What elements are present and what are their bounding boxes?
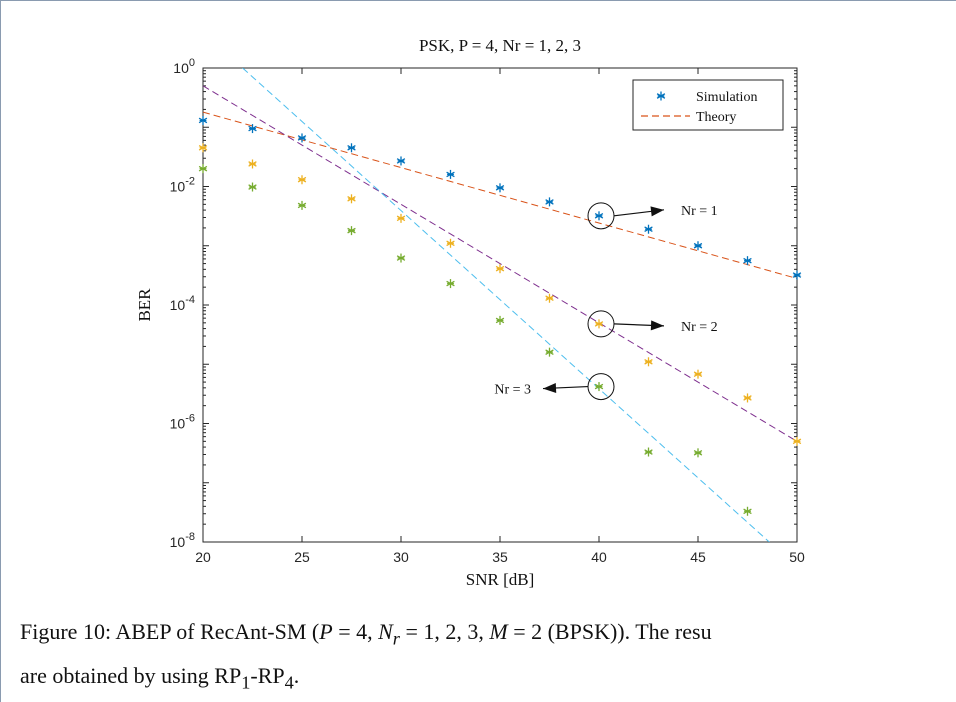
y-tick-base: 10 xyxy=(170,179,186,195)
sim-point-series-1 xyxy=(693,241,703,251)
y-tick-exponent: -4 xyxy=(185,294,195,306)
x-tick-label: 30 xyxy=(393,549,409,565)
sim-point-series-2 xyxy=(198,143,208,153)
sim-point-series-3 xyxy=(693,448,703,458)
sim-point-series-1 xyxy=(396,156,406,166)
sim-point-series-3 xyxy=(644,447,653,457)
sim-point-series-2 xyxy=(396,213,406,223)
sim-point-series-3 xyxy=(594,382,604,392)
sim-point-series-3 xyxy=(396,253,406,263)
sim-point-series-2 xyxy=(792,436,802,446)
sim-point-series-2 xyxy=(495,264,505,274)
y-tick-exponent: -8 xyxy=(185,531,195,543)
sim-point-series-1 xyxy=(198,115,208,125)
axis-ticks xyxy=(202,68,798,543)
y-tick-base: 10 xyxy=(170,297,186,313)
sim-point-series-3 xyxy=(248,182,257,192)
y-tick-base: 10 xyxy=(170,534,186,550)
legend-simulation-marker xyxy=(656,91,666,101)
sim-point-series-3 xyxy=(347,226,356,236)
x-tick-labels: 20 25 30 35 40 45 50 xyxy=(195,549,805,565)
simulation-markers xyxy=(198,115,802,516)
y-tick-label: 10-8 xyxy=(170,531,195,550)
sim-point-series-3 xyxy=(545,347,554,357)
sim-point-series-2 xyxy=(743,393,752,403)
sim-point-series-3 xyxy=(297,200,307,210)
arrowhead-icon xyxy=(543,383,557,393)
sim-point-series-1 xyxy=(446,169,455,179)
legend-label-theory: Theory xyxy=(696,110,736,125)
annotation-label: Nr = 3 xyxy=(494,383,531,398)
annotations: Nr = 1 Nr = 2 Nr = 3 xyxy=(494,202,718,401)
y-tick-base: 10 xyxy=(173,60,189,76)
sim-point-series-1 xyxy=(792,270,802,280)
annotation-label: Nr = 2 xyxy=(681,320,718,335)
y-tick-exponent: -6 xyxy=(185,413,195,425)
sim-point-series-2 xyxy=(693,369,703,379)
sim-point-series-1 xyxy=(248,124,257,134)
sim-point-series-1 xyxy=(743,256,752,266)
arrowhead-icon xyxy=(650,206,664,217)
plot-area xyxy=(202,67,798,543)
chart-title: PSK, P = 4, Nr = 1, 2, 3 xyxy=(419,36,581,55)
y-tick-base: 10 xyxy=(170,416,186,432)
y-tick-label: 10-6 xyxy=(170,413,195,432)
y-tick-label: 100 xyxy=(173,57,195,76)
sim-point-series-3 xyxy=(198,164,208,174)
sim-point-series-3 xyxy=(743,506,752,516)
frame-top-border xyxy=(0,0,956,1)
y-tick-exponent: 0 xyxy=(189,57,195,69)
caption-line-1: Figure 10: ABEP of RecAnt-SM (P = 4, Nr … xyxy=(20,619,712,649)
sim-point-series-2 xyxy=(545,293,554,303)
ber-chart: Nr = 1 Nr = 2 Nr = 3 PSK, P = 4, Nr = 1, 2… xyxy=(135,36,805,589)
x-tick-label: 45 xyxy=(690,549,706,565)
x-tick-label: 25 xyxy=(294,549,310,565)
y-tick-label: 10-4 xyxy=(170,294,195,313)
theory-line-3 xyxy=(242,68,770,542)
sim-point-series-3 xyxy=(446,279,455,289)
y-tick-exponent: -2 xyxy=(185,176,195,188)
sim-point-series-1 xyxy=(495,183,505,193)
sim-point-series-2 xyxy=(248,159,257,169)
legend: Simulation Theory xyxy=(632,79,784,131)
sim-point-series-1 xyxy=(644,224,653,234)
legend-label-simulation: Simulation xyxy=(696,90,757,105)
x-tick-label: 20 xyxy=(195,549,211,565)
x-tick-label: 40 xyxy=(591,549,607,565)
sim-point-series-1 xyxy=(347,143,356,153)
sim-point-series-2 xyxy=(347,194,356,204)
caption-line-2: are obtained by using RP1-RP4. xyxy=(20,663,300,693)
sim-point-series-3 xyxy=(495,315,505,325)
sim-point-series-2 xyxy=(644,357,653,367)
sim-point-series-2 xyxy=(446,238,455,248)
x-tick-label: 35 xyxy=(492,549,508,565)
y-axis-label: BER xyxy=(135,288,154,322)
arrowhead-icon xyxy=(650,320,664,331)
annotation-label: Nr = 1 xyxy=(681,204,718,219)
theory-line-2 xyxy=(203,85,797,442)
legend-box xyxy=(632,79,784,131)
frame-left-border xyxy=(0,0,1,702)
sim-point-series-1 xyxy=(297,133,307,143)
x-axis-label: SNR [dB] xyxy=(466,570,534,589)
figure-caption: Figure 10: ABEP of RecAnt-SM (P = 4, Nr … xyxy=(20,613,950,702)
sim-point-series-2 xyxy=(594,319,604,329)
sim-point-series-2 xyxy=(297,175,307,185)
y-tick-label: 10-2 xyxy=(170,176,195,195)
sim-point-series-1 xyxy=(545,197,554,207)
x-tick-label: 50 xyxy=(789,549,805,565)
sim-point-series-1 xyxy=(594,211,604,221)
legend-star-icon xyxy=(656,91,666,101)
